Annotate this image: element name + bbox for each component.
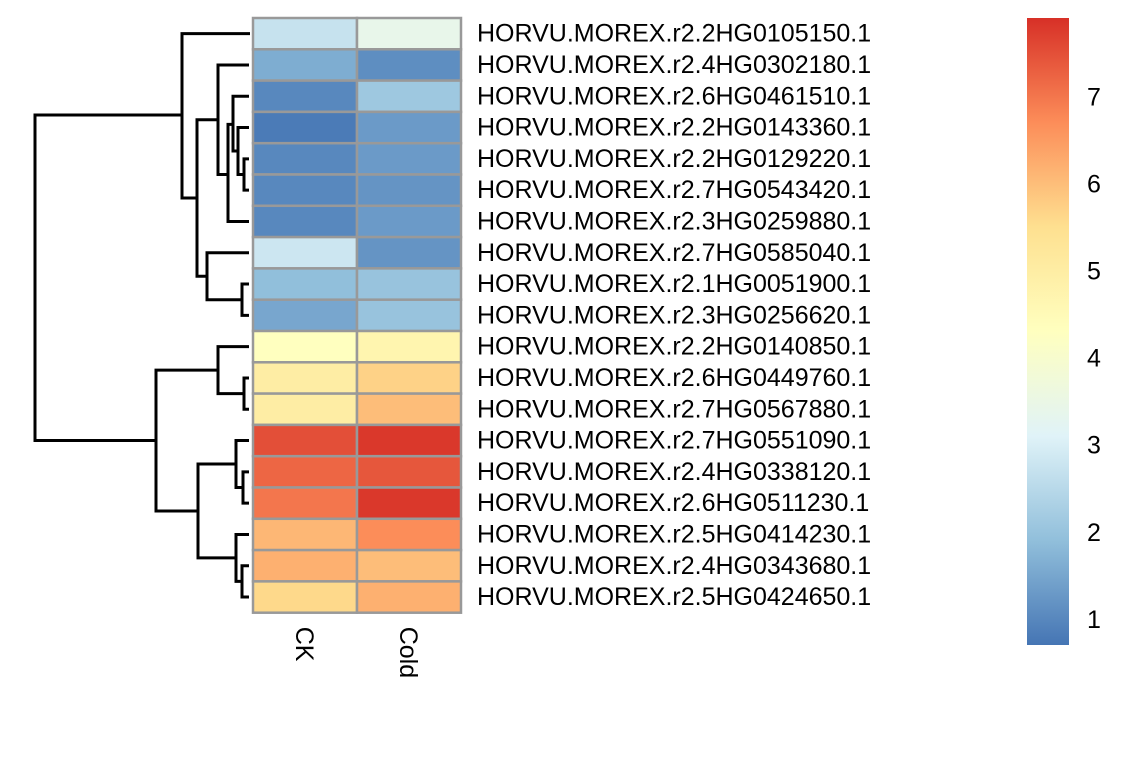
heatmap-cell [355, 392, 463, 427]
legend-tick-label: 7 [1087, 83, 1101, 111]
heatmap-cell [355, 173, 463, 208]
row-label: HORVU.MOREX.r2.2HG0140850.1 [477, 333, 871, 361]
heatmap-cell [251, 361, 359, 395]
column-labels: CK Cold [290, 627, 422, 678]
column-label: Cold [394, 627, 422, 678]
heatmap-cell [251, 392, 359, 427]
heatmap-cell [251, 267, 359, 301]
heatmap-cell [355, 79, 463, 114]
legend-tick-label: 6 [1087, 170, 1101, 198]
row-label: HORVU.MOREX.r2.6HG0461510.1 [477, 82, 871, 110]
heatmap-cell [251, 517, 359, 552]
heatmap-cell [355, 548, 463, 583]
legend-tick-label: 2 [1087, 519, 1101, 547]
row-label: HORVU.MOREX.r2.5HG0424650.1 [477, 583, 871, 611]
heatmap-cell [355, 517, 463, 552]
heatmap-cell [251, 235, 359, 270]
heatmap-cell [251, 16, 359, 51]
heatmap-cell [251, 580, 359, 614]
row-labels: HORVU.MOREX.r2.2HG0105150.1 HORVU.MOREX.r… [477, 20, 871, 611]
heatmap-cell [251, 486, 359, 521]
row-label: HORVU.MOREX.r2.6HG0511230.1 [477, 489, 869, 517]
heatmap-cell [251, 204, 359, 239]
heatmap-cell [251, 454, 359, 489]
row-label: HORVU.MOREX.r2.7HG0567880.1 [477, 395, 871, 423]
heatmap-cell [355, 16, 463, 51]
heatmap-cell [355, 110, 463, 145]
heatmap-cell [355, 454, 463, 489]
heatmap-cell [355, 235, 463, 270]
heatmap-cell [355, 298, 463, 333]
row-label: HORVU.MOREX.r2.7HG0543420.1 [477, 176, 871, 204]
color-legend: 1 2 3 4 5 6 7 [1027, 18, 1101, 645]
row-label: HORVU.MOREX.r2.2HG0105150.1 [477, 20, 871, 48]
heatmap-cell [251, 173, 359, 208]
dendrogram-branch [242, 376, 249, 411]
heatmap-cell [251, 79, 359, 114]
row-label: HORVU.MOREX.r2.7HG0551090.1 [477, 427, 871, 455]
row-label: HORVU.MOREX.r2.4HG0343680.1 [477, 552, 871, 580]
row-label: HORVU.MOREX.r2.5HG0414230.1 [477, 520, 871, 548]
heatmap-cell [251, 48, 359, 82]
dendrogram-branch [33, 113, 182, 443]
heatmap-cells [251, 16, 463, 614]
heatmap-cell [355, 423, 463, 458]
heatmap-cell [355, 486, 463, 521]
heatmap-cell [251, 329, 359, 364]
dendrogram-branch [196, 462, 236, 560]
dendrogram-branch [240, 282, 249, 317]
heatmap-cell [251, 548, 359, 583]
dendrogram-branch [241, 470, 249, 505]
legend-tick-label: 1 [1087, 606, 1101, 634]
heatmap-cell [251, 141, 359, 176]
heatmap-cell [355, 267, 463, 301]
row-label: HORVU.MOREX.r2.2HG0129220.1 [477, 145, 871, 173]
row-label: HORVU.MOREX.r2.7HG0585040.1 [477, 239, 871, 267]
heatmap-cell [251, 110, 359, 145]
column-label: CK [290, 627, 318, 662]
dendrogram-branch [240, 564, 249, 599]
heatmap-cell [251, 298, 359, 333]
legend-tick-label: 5 [1087, 258, 1101, 286]
row-label: HORVU.MOREX.r2.3HG0256620.1 [477, 301, 871, 329]
row-label: HORVU.MOREX.r2.6HG0449760.1 [477, 364, 871, 392]
heatmap-cell [355, 361, 463, 395]
row-label: HORVU.MOREX.r2.4HG0338120.1 [477, 458, 871, 486]
legend-color-bar [1027, 18, 1069, 645]
row-label: HORVU.MOREX.r2.1HG0051900.1 [477, 270, 871, 298]
row-dendrogram [33, 32, 250, 599]
row-label: HORVU.MOREX.r2.4HG0302180.1 [477, 51, 871, 79]
heatmap-cell [355, 204, 463, 239]
dendrogram-branch [226, 122, 249, 223]
row-label: HORVU.MOREX.r2.3HG0259880.1 [477, 207, 871, 235]
heatmap-cell [355, 141, 463, 176]
heatmap-cell [355, 329, 463, 364]
heatmap-cell [355, 580, 463, 614]
legend-tick-label: 4 [1087, 345, 1101, 373]
dendrogram-branch [231, 94, 249, 153]
heatmap-cell [251, 423, 359, 458]
dendrogram-branch [242, 157, 249, 192]
dendrogram-branch [154, 368, 218, 513]
heatmap-cell [355, 48, 463, 82]
row-label: HORVU.MOREX.r2.2HG0143360.1 [477, 114, 871, 142]
legend-tick-label: 3 [1087, 432, 1101, 460]
